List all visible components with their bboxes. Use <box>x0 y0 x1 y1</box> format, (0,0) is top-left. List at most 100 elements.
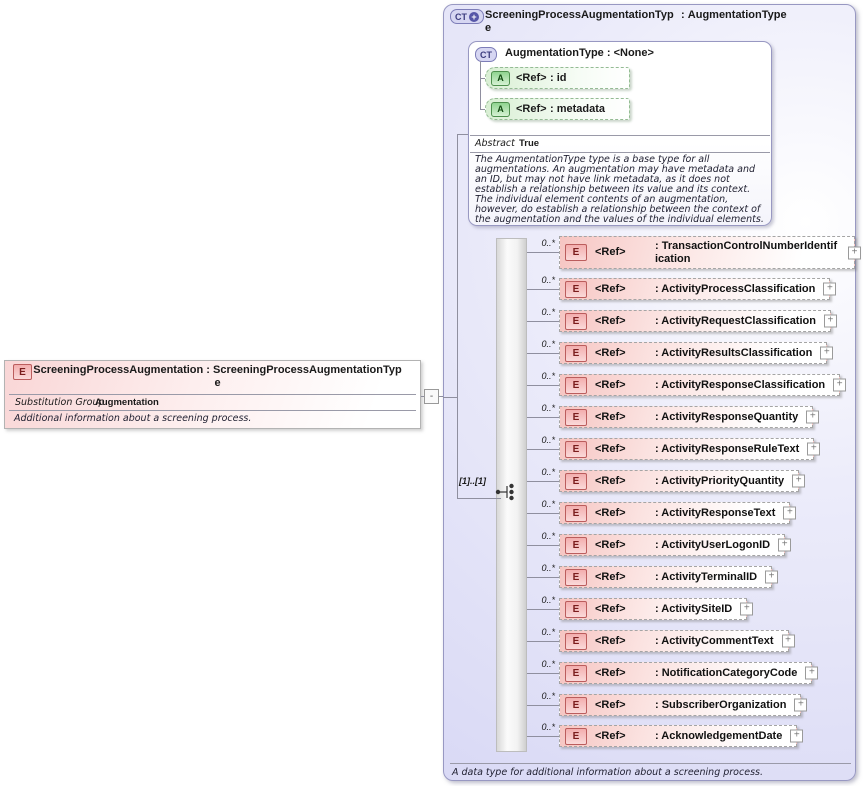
element-box[interactable]: E <Ref>: ActivityProcessClassification + <box>559 278 837 300</box>
base-type-box[interactable]: CT AugmentationType : <None> Abstract Tr… <box>468 41 772 226</box>
element-name: : ActivityTerminalID <box>655 570 758 583</box>
expand-icon[interactable]: + <box>805 666 819 680</box>
ref-label: <Ref> <box>516 103 547 115</box>
element-badge: E <box>565 664 587 682</box>
expand-icon[interactable]: + <box>806 410 820 424</box>
element-box[interactable]: E <Ref> : TransactionControlNumberIdentifi… <box>559 236 861 269</box>
element-name: : ActivityUserLogonID <box>655 538 771 551</box>
ref-label: <Ref> <box>595 314 626 327</box>
element-badge: E <box>565 727 587 745</box>
element-box[interactable]: E <Ref>: ActivityTerminalID + <box>559 566 779 588</box>
element-name: : ActivityCommentText <box>655 634 774 647</box>
expand-icon[interactable]: + <box>781 634 795 648</box>
element-connector-line <box>527 545 559 546</box>
element-connector-line <box>527 252 559 253</box>
ref-label: <Ref> <box>595 378 626 391</box>
element-badge: E <box>565 376 587 394</box>
base-type-description: The AugmentationType type is a base type… <box>475 154 764 225</box>
connector-line <box>443 397 457 398</box>
expand-icon[interactable]: + <box>823 282 837 296</box>
element-badge: E <box>565 696 587 714</box>
expand-icon[interactable]: + <box>765 570 779 584</box>
sequence-icon <box>495 483 514 501</box>
expand-icon[interactable]: + <box>790 729 804 743</box>
element-name: : ActivityRequestClassification <box>655 314 816 327</box>
element-name: : ActivityResponseText <box>655 506 776 519</box>
element-connector-line <box>527 641 559 642</box>
complex-type-badge: CT <box>475 47 497 62</box>
element-name: : TransactionControlNumberIdentification <box>655 239 838 265</box>
element-box[interactable]: E <Ref>: ActivityResponseText + <box>559 502 797 524</box>
substitution-group-value: Augmentation <box>95 397 159 408</box>
element-description: Additional information about a screening… <box>14 413 252 424</box>
attribute-box[interactable]: A <Ref>: metadata <box>485 98 630 120</box>
element-connector-line <box>527 449 559 450</box>
ref-label: <Ref> <box>595 282 626 295</box>
element-box[interactable]: E <Ref> : ActivityRequestClassification + <box>559 310 837 332</box>
element-box[interactable]: E <Ref>: ActivityResultsClassification + <box>559 342 834 364</box>
element-box[interactable]: E <Ref>: ActivityPriorityQuantity + <box>559 470 806 492</box>
element-badge: E <box>565 244 587 261</box>
element-box[interactable]: E <Ref>: ActivityResponseClassification + <box>559 374 847 396</box>
collapse-icon[interactable]: - <box>424 389 439 404</box>
element-badge: E <box>565 312 587 330</box>
element-connector-line <box>527 417 559 418</box>
ref-label: <Ref> <box>595 246 626 258</box>
element-box-screening-process-augmentation[interactable]: E ScreeningProcessAugmentation : Screeni… <box>4 360 421 429</box>
expand-icon[interactable]: + <box>792 474 806 488</box>
element-badge: E <box>565 536 587 554</box>
sequence-bar <box>496 238 527 752</box>
ref-label: <Ref> <box>595 570 626 583</box>
element-connector-line <box>527 736 559 737</box>
element-badge: E <box>565 408 587 426</box>
element-box[interactable]: E <Ref>: ActivityUserLogonID + <box>559 534 792 556</box>
element-badge: E <box>565 280 587 298</box>
expand-icon[interactable]: + <box>783 506 797 520</box>
element-box[interactable]: E <Ref>: NotificationCategoryCode + <box>559 662 819 684</box>
element-box[interactable]: E <Ref>: ActivityCommentText + <box>559 630 795 652</box>
expand-icon[interactable]: + <box>823 314 837 328</box>
element-badge: E <box>13 364 32 380</box>
element-cardinality: 0..* <box>541 659 555 669</box>
element-box[interactable]: E <Ref> : AcknowledgementDate + <box>559 725 804 747</box>
element-badge: E <box>565 472 587 490</box>
attribute-name: : metadata <box>550 103 606 115</box>
element-name: : AcknowledgementDate <box>655 729 783 742</box>
element-title: ScreeningProcessAugmentation : Screening… <box>33 364 402 389</box>
element-cardinality: 0..* <box>541 499 555 509</box>
connector-line <box>480 78 485 79</box>
connector-line <box>457 498 501 499</box>
attribute-badge: A <box>491 101 510 117</box>
expand-icon[interactable]: + <box>807 442 821 456</box>
connector-line <box>480 109 485 110</box>
element-cardinality: 0..* <box>541 691 555 701</box>
element-cardinality: 0..* <box>541 722 555 732</box>
element-box[interactable]: E <Ref>: ActivitySiteID + <box>559 598 754 620</box>
ref-label: <Ref> <box>595 729 626 742</box>
element-cardinality: 0..* <box>541 467 555 477</box>
element-connector-line <box>527 673 559 674</box>
type-panel: CT + ScreeningProcessAugmentationType : A… <box>443 4 861 781</box>
connector-line <box>457 134 468 135</box>
element-cardinality: 0..* <box>541 339 555 349</box>
element-connector-line <box>527 609 559 610</box>
element-box[interactable]: E <Ref>: SubscriberOrganization + <box>559 694 808 716</box>
element-cardinality: 0..* <box>541 563 555 573</box>
ref-label: <Ref> <box>595 474 626 487</box>
expand-icon[interactable]: + <box>848 246 861 259</box>
ref-label: <Ref> <box>595 442 626 455</box>
ref-label: <Ref> <box>595 698 626 711</box>
element-badge: E <box>565 440 587 458</box>
expand-icon[interactable]: + <box>833 378 847 392</box>
attribute-box[interactable]: A <Ref>: id <box>485 67 630 89</box>
divider <box>470 135 770 136</box>
expand-icon[interactable]: + <box>740 602 754 616</box>
element-box[interactable]: E <Ref>: ActivityResponseRuleText + <box>559 438 821 460</box>
expand-icon[interactable]: + <box>778 538 792 552</box>
expand-icon[interactable]: + <box>794 698 808 712</box>
abstract-value: True <box>519 138 540 149</box>
element-connector-line <box>527 353 559 354</box>
expand-icon[interactable]: + <box>820 346 834 360</box>
element-box[interactable]: E <Ref>: ActivityResponseQuantity + <box>559 406 820 428</box>
